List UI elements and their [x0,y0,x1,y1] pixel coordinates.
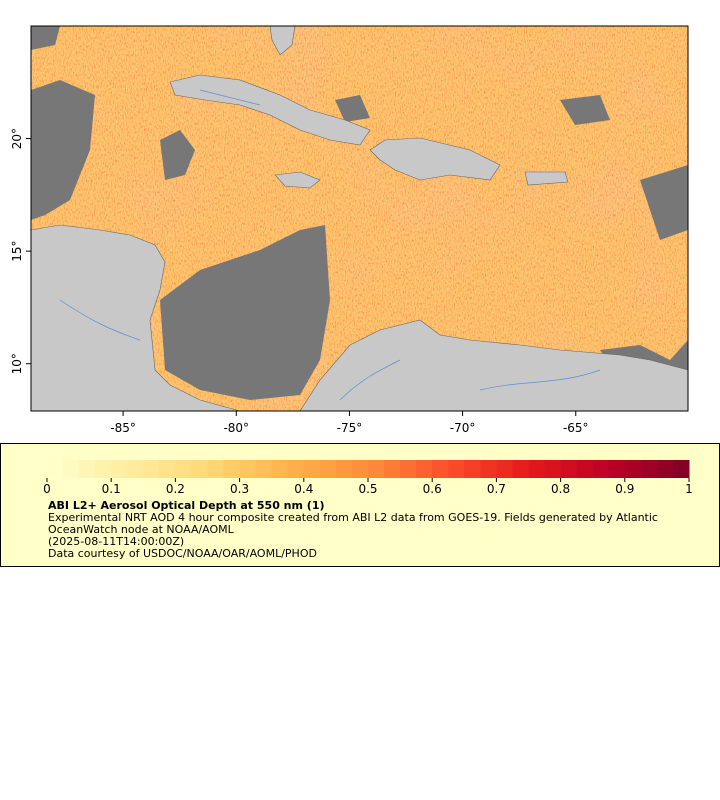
map-frame [30,25,689,412]
colorbar-step [287,460,305,478]
colorbar-tick-label: 0.4 [294,482,313,496]
legend-credit: Data courtesy of USDOC/NOAA/OAR/AOML/PHO… [48,547,317,560]
no-data [31,26,688,400]
x-tick-label: -85° [110,421,136,435]
colorbar-step [111,460,128,478]
colorbar-step [79,460,96,478]
colorbar-tick-label: 0.6 [423,482,442,496]
colorbar-step [95,460,112,478]
colorbar-step [656,460,674,478]
x-tick-label: -70° [450,421,476,435]
colorbar-step [576,460,594,478]
x-tick-label: -65° [563,421,589,435]
colorbar-step [672,460,690,478]
colorbar-step [47,460,64,478]
legend-title: ABI L2+ Aerosol Optical Depth at 550 nm … [48,499,325,512]
map-area [31,26,688,411]
colorbar-step [528,460,546,478]
x-tick-label: -75° [337,421,363,435]
land [31,26,688,411]
colorbar-step [335,460,353,478]
colorbar-step [624,460,642,478]
legend-text: ABI L2+ Aerosol Optical Depth at 550 nm … [48,500,688,560]
colorbar-step [560,460,578,478]
colorbar-step [592,460,610,478]
colorbar-step [416,460,433,478]
colorbar-step [175,460,192,478]
colorbar-step [255,460,273,478]
colorbar-step [448,460,465,478]
colorbar-step [127,460,144,478]
y-tick-label: 20° [10,128,24,149]
colorbar-step [191,460,208,478]
colorbar-step [319,460,337,478]
colorbar-step [464,460,481,478]
colorbar-step [368,460,385,478]
colorbar-tick-label: 0.9 [615,482,634,496]
colorbar-tick-label: 0.3 [230,482,249,496]
colorbar-tick-label: 0.5 [358,482,377,496]
legend-description: Experimental NRT AOD 4 hour composite cr… [48,511,658,536]
colorbar-step [640,460,658,478]
colorbar-step [239,460,257,478]
colorbar-step [480,460,497,478]
colorbar-tick-label: 1 [685,482,693,496]
colorbar-step [351,460,369,478]
colorbar-step [271,460,289,478]
y-tick-label: 15° [10,241,24,262]
colorbar-step [143,460,160,478]
colorbar: 0 0.1 0.2 0.3 0.4 0.5 0.6 0.7 0.8 0.9 1 [43,460,693,496]
colorbar-step [432,460,449,478]
legend-time: (2025-08-11T14:00:00Z) [48,535,185,548]
colorbar-step [303,460,321,478]
colorbar-step [159,460,176,478]
colorbar-step [496,460,513,478]
colorbar-step [608,460,626,478]
rivers [59,89,601,401]
colorbar-tick-label: 0.7 [487,482,506,496]
colorbar-step [223,460,241,478]
y-tick-label: 10° [10,353,24,374]
colorbar-step [544,460,562,478]
colorbar-step [384,460,401,478]
colorbar-step [400,460,417,478]
colorbar-tick-label: 0.8 [551,482,570,496]
colorbar-tick-label: 0 [43,482,51,496]
colorbar-tick-label: 0.2 [166,482,185,496]
colorbar-tick-label: 0.1 [102,482,121,496]
colorbar-step [512,460,529,478]
colorbar-step [207,460,225,478]
x-tick-label: -80° [223,421,249,435]
colorbar-step [63,460,80,478]
